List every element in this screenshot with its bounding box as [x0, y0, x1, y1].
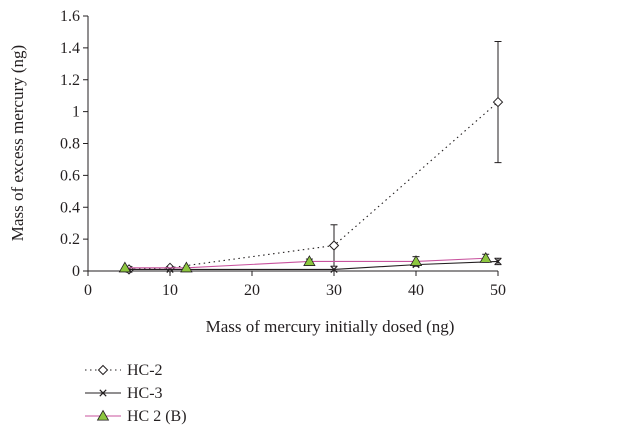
y-tick-label: 0.6: [60, 167, 80, 184]
y-tick-labels: 0 0.2 0.4 0.6 0.8 1 1.2 1.4 1.6: [60, 8, 80, 280]
y-tick-label: 1.4: [60, 40, 80, 57]
data-point: [328, 240, 340, 251]
data-point: [492, 96, 504, 108]
x-tick-label: 40: [408, 282, 424, 299]
x-tick-label: 30: [326, 282, 342, 299]
data-point: [303, 255, 316, 266]
legend-item: HC-2: [85, 362, 163, 379]
data-point: [118, 261, 132, 273]
x-tick-label: 10: [162, 282, 178, 299]
legend-marker: [99, 389, 107, 397]
legend-label: HC-3: [127, 385, 163, 402]
x-axis-label: Mass of mercury initially dosed (ng): [206, 317, 455, 336]
data-point: [180, 261, 193, 273]
x-tick-label: 20: [244, 282, 260, 299]
y-tick-label: 1: [72, 104, 80, 121]
y-tick-label: 1.6: [60, 8, 80, 25]
y-tick-label: 0.8: [60, 136, 80, 153]
data-point: [409, 255, 423, 266]
series-3: [118, 251, 492, 273]
series-1: [123, 41, 504, 275]
y-tick-label: 1.2: [60, 72, 80, 89]
data-point: [330, 265, 338, 274]
x-marker-stroke: [494, 257, 502, 266]
series-line: [128, 101, 499, 270]
x-marker-stroke: [330, 265, 338, 274]
data-point: [494, 257, 502, 266]
y-tick-label: 0.2: [60, 231, 80, 248]
data-point: [479, 251, 492, 263]
legend-item: HC 2 (B): [85, 408, 187, 425]
x-tick-label: 0: [84, 282, 92, 299]
legend-label: HC 2 (B): [127, 408, 187, 425]
series-layer: [118, 41, 504, 275]
axes: [83, 15, 499, 276]
x-marker-stroke: [99, 389, 107, 397]
legend: HC-2 HC-3 HC 2 (B): [85, 362, 187, 425]
y-axis-label: Mass of excess mercury (ng): [8, 45, 27, 241]
y-tick-label: 0: [72, 263, 80, 280]
legend-item: HC-3: [85, 385, 163, 402]
x-tick-labels: 0 10 20 30 40 50: [84, 282, 506, 299]
y-tick-label: 0.4: [60, 199, 80, 216]
legend-marker: [97, 364, 109, 376]
legend-label: HC-2: [127, 362, 163, 379]
x-tick-label: 50: [490, 282, 506, 299]
legend-marker: [96, 409, 110, 421]
